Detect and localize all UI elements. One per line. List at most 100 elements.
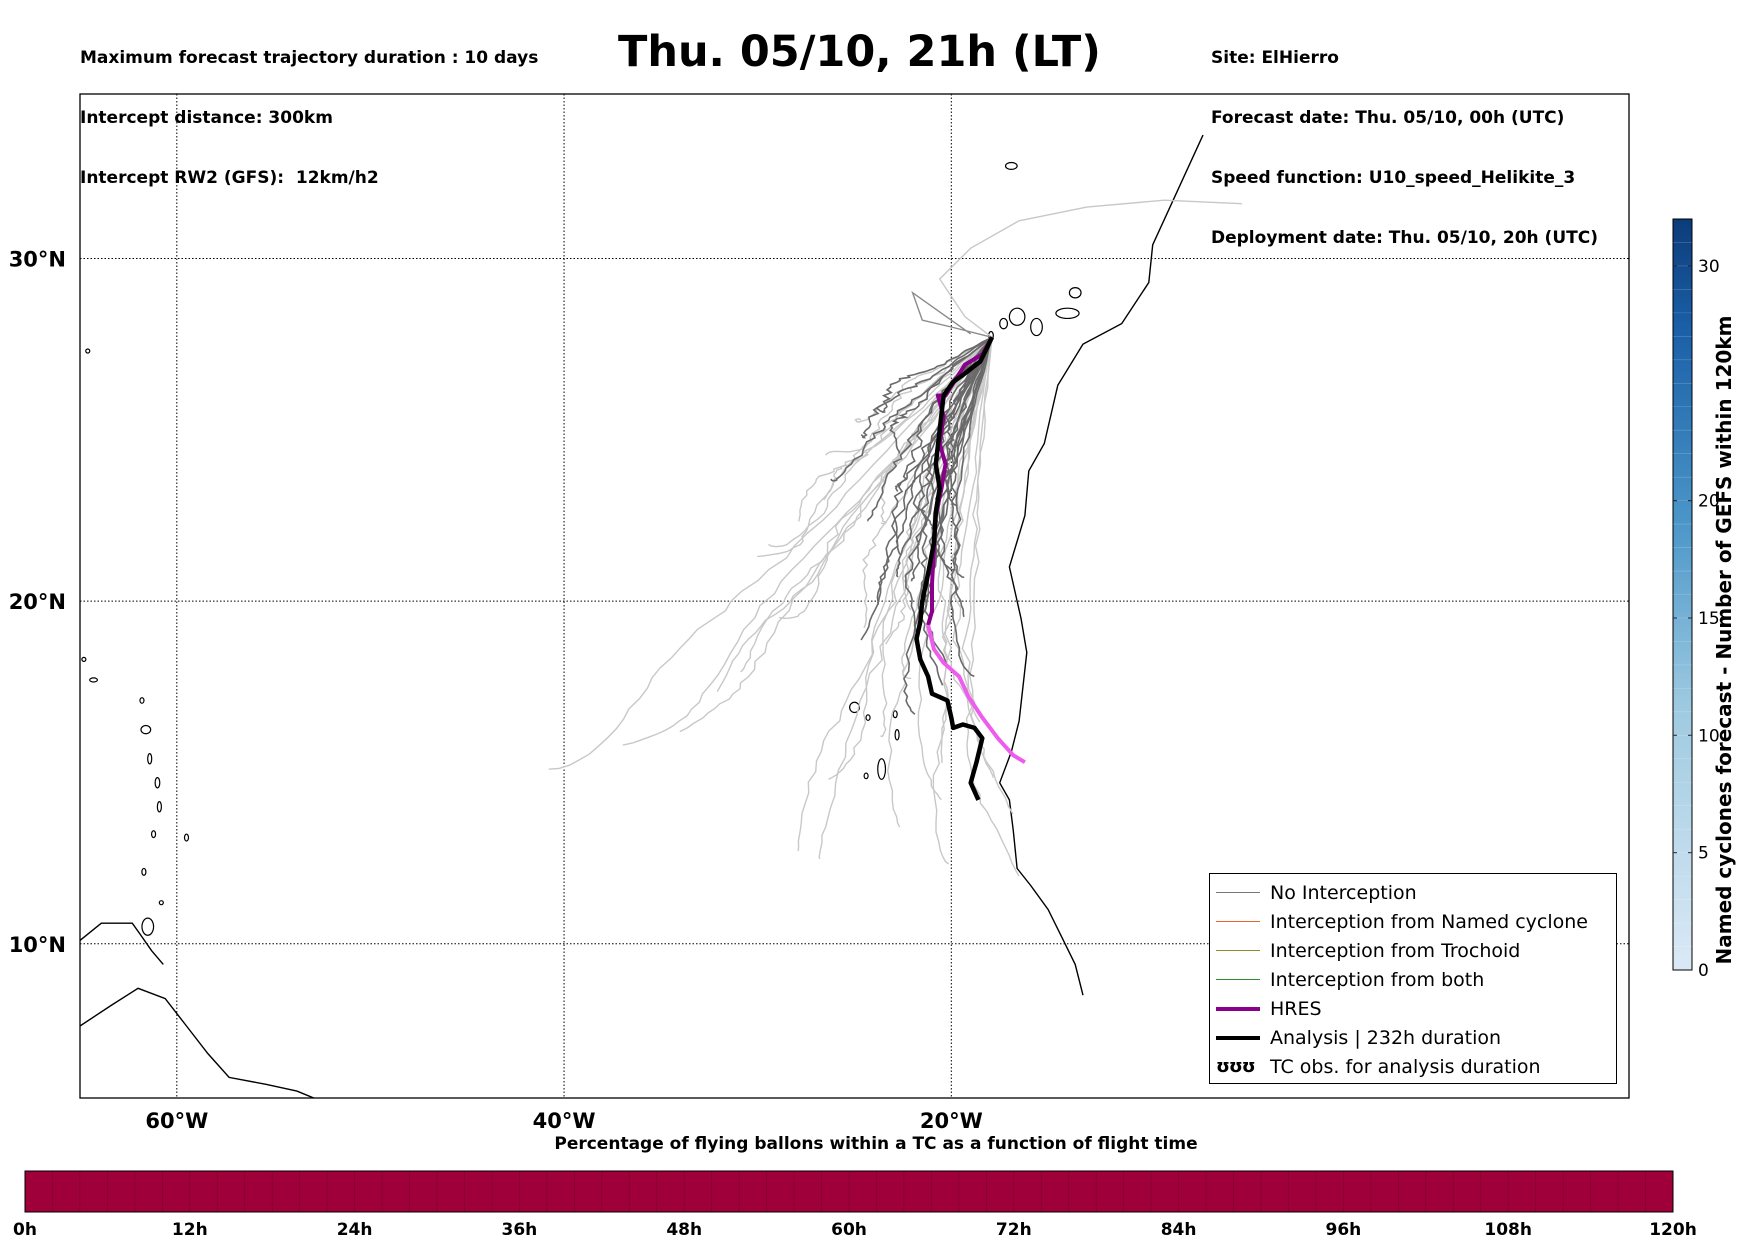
header-right-block: Site: ElHierro Forecast date: Thu. 05/10… <box>1211 8 1598 268</box>
colorbar-ticks: 0 5 10 15 20 30 <box>1673 242 1720 981</box>
legend-swatch <box>1216 921 1260 922</box>
island-outline <box>140 724 152 735</box>
lat-tick-label: 30°N <box>9 247 66 271</box>
lon-tick-label: 60°W <box>145 1109 208 1133</box>
island-outline <box>158 900 164 906</box>
tc-symbol-icon: ʊʊʊ <box>1216 1056 1256 1077</box>
lat-tick-label: 10°N <box>9 933 66 957</box>
island-outline <box>81 656 87 662</box>
hres-track <box>926 336 994 626</box>
flight-time-tick-label: 120h <box>1649 1220 1697 1240</box>
island-outline <box>1008 307 1026 326</box>
ensemble-track-light <box>854 336 993 423</box>
colorbar-tick-label: 5 <box>1698 844 1709 864</box>
island-outline <box>849 701 860 714</box>
flight-time-tick-label: 12h <box>172 1220 208 1240</box>
island-outline <box>892 710 898 719</box>
ensemble-track-light <box>880 336 993 525</box>
ensemble-track-light <box>880 337 993 738</box>
legend-swatch <box>1216 979 1260 980</box>
analysis-track <box>914 336 995 801</box>
colorbar-tick-label: 10 <box>1698 726 1720 746</box>
island-outline <box>865 714 871 721</box>
max-duration-text: Maximum forecast trajectory duration : 1… <box>80 48 539 68</box>
legend-item-analysis: Analysis | 232h duration <box>1210 1026 1614 1050</box>
ensemble-track-no-interception <box>876 336 993 605</box>
cyclone-colorbar-label: Named cyclones forecast - Number of GEFS… <box>1712 315 1736 965</box>
island-outline <box>139 697 145 704</box>
legend-label: Interception from Trochoid <box>1270 940 1521 962</box>
flight-time-ticks: 0h 12h 24h 36h 48h 60h 72h 84h 96h 108h 120h <box>13 1171 1697 1240</box>
lon-tick-label: 40°W <box>533 1109 596 1133</box>
ensemble-track-no-interception <box>891 336 993 556</box>
colorbar-tick-label: 0 <box>1698 961 1709 981</box>
ensemble-track-light <box>548 336 993 770</box>
flight-time-tick-label: 84h <box>1161 1220 1197 1240</box>
flight-time-tick-label: 72h <box>996 1220 1032 1240</box>
flight-time-colorbar-title: Percentage of flying ballons within a TC… <box>554 1134 1198 1154</box>
lon-tick-label: 20°W <box>920 1109 983 1133</box>
coastline <box>80 922 164 965</box>
legend-label: No Interception <box>1270 882 1417 904</box>
flight-time-tick-label: 24h <box>337 1220 373 1240</box>
legend-swatch <box>1216 1036 1260 1040</box>
colorbar-tick-label: 20 <box>1698 492 1720 512</box>
coastline <box>998 134 1204 996</box>
ensemble-track-light <box>952 337 995 779</box>
cyclone-count-colorbar <box>1672 218 1693 971</box>
island-outline <box>89 677 99 683</box>
speed-function-text: Speed function: U10_speed_Helikite_3 <box>1211 168 1576 188</box>
flight-time-tick-label: 108h <box>1484 1220 1532 1240</box>
ensemble-track-light <box>938 199 1242 338</box>
legend-item-hres: HRES <box>1210 997 1614 1021</box>
legend-swatch <box>1216 892 1260 893</box>
island-outline <box>894 729 900 741</box>
island-outline <box>183 833 190 842</box>
page-title: Thu. 05/10, 21h (LT) <box>618 27 1101 77</box>
coastline <box>80 987 316 1098</box>
legend-item-no-interception: No Interception <box>1210 881 1614 905</box>
legend-label: Interception from Named cyclone <box>1270 911 1588 933</box>
flight-time-tick-label: 96h <box>1326 1220 1362 1240</box>
intercept-rw2-text: Intercept RW2 (GFS): 12km/h2 <box>80 168 379 188</box>
ensemble-track-no-interception <box>860 336 993 439</box>
ensemble-track-no-interception <box>860 336 993 641</box>
map-frame <box>79 93 1630 1099</box>
island-outline <box>141 917 155 936</box>
island-outline <box>150 830 157 839</box>
legend-label: Interception from both <box>1270 969 1485 991</box>
ensemble-track-no-interception <box>910 336 993 582</box>
island-outline <box>863 772 869 780</box>
island-outline <box>85 348 91 354</box>
legend-label: Analysis | 232h duration <box>1270 1027 1502 1049</box>
hres-track-extension <box>926 624 1026 764</box>
forecast-date-text: Forecast date: Thu. 05/10, 00h (UTC) <box>1211 108 1565 128</box>
deployment-date-text: Deployment date: Thu. 05/10, 20h (UTC) <box>1211 228 1598 248</box>
legend-item-both: Interception from both <box>1210 968 1614 992</box>
map-plot-area <box>80 94 1629 1098</box>
flight-time-colorbar <box>24 1170 1674 1213</box>
ensemble-track-no-interception <box>911 290 993 338</box>
legend-item-named-cyclone: Interception from Named cyclone <box>1210 910 1614 934</box>
island-outline <box>156 800 162 813</box>
header-left-block: Maximum forecast trajectory duration : 1… <box>80 8 538 208</box>
island-outline <box>877 758 887 780</box>
ensemble-track-light <box>740 336 993 673</box>
axis-tick-labels: 30°N 20°N 10°N 60°W 40°W 20°W <box>9 247 983 1133</box>
ensemble-track-light <box>622 336 993 746</box>
map-legend: No Interception Interception from Named … <box>1209 873 1617 1084</box>
legend-swatch <box>1216 1007 1260 1011</box>
island-outline <box>999 317 1009 330</box>
island-outline <box>1055 307 1080 320</box>
ensemble-track-light <box>768 336 993 548</box>
island-outline <box>154 777 161 789</box>
flight-time-tick-label: 60h <box>831 1220 867 1240</box>
site-text: Site: ElHierro <box>1211 48 1339 68</box>
island-outline <box>147 753 153 765</box>
island-outline <box>1030 317 1043 337</box>
island-outline <box>1068 287 1082 299</box>
lat-tick-label: 20°N <box>9 590 66 614</box>
island-outline <box>141 867 147 876</box>
island-outline <box>1004 161 1018 170</box>
legend-label: HRES <box>1270 998 1322 1020</box>
